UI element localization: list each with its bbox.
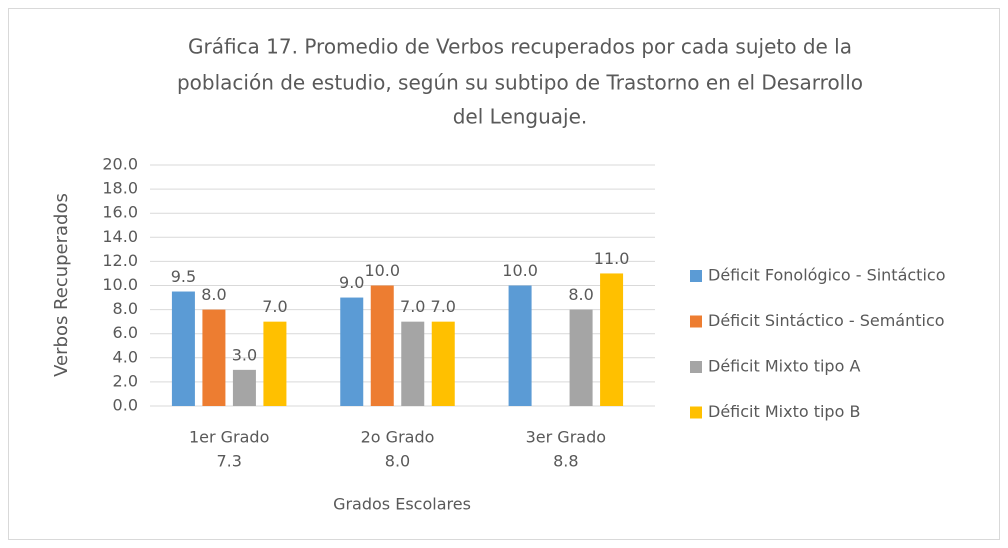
y-tick-label: 0.0 <box>113 396 138 415</box>
data-label: 7.0 <box>400 297 425 316</box>
data-label: 10.0 <box>502 261 538 280</box>
legend-swatch <box>690 315 702 328</box>
x-tick-label: 3er Grado <box>526 428 606 447</box>
bar <box>171 291 195 406</box>
bar <box>232 369 256 406</box>
legend-label: Déficit Mixto tipo B <box>708 402 860 421</box>
bar <box>370 285 394 406</box>
data-label: 9.0 <box>339 273 364 292</box>
data-label: 10.0 <box>364 261 400 280</box>
legend-label: Déficit Fonológico - Sintáctico <box>708 266 945 285</box>
bar <box>340 297 364 406</box>
y-axis-title: Verbos Recuperados <box>51 193 72 377</box>
legend-swatch <box>690 406 702 419</box>
y-tick-label: 12.0 <box>102 251 138 270</box>
bar <box>508 285 532 406</box>
y-tick-label: 14.0 <box>102 227 138 246</box>
legend-label: Déficit Mixto tipo A <box>708 357 860 376</box>
x-tick-label: 1er Grado <box>189 428 269 447</box>
data-label: 9.5 <box>171 267 196 286</box>
chart-title: Gráfica 17. Promedio de Verbos recuperad… <box>188 35 852 59</box>
bar <box>401 321 425 406</box>
x-tick-label: 7.3 <box>216 452 241 471</box>
y-tick-label: 6.0 <box>113 323 138 342</box>
data-label: 3.0 <box>232 345 257 364</box>
bar <box>202 309 226 406</box>
x-tick-label: 8.8 <box>553 452 578 471</box>
bar <box>600 273 624 406</box>
y-tick-label: 4.0 <box>113 347 138 366</box>
x-tick-label: 2o Grado <box>361 428 435 447</box>
legend-swatch <box>690 270 702 282</box>
chart-title: del Lenguaje. <box>453 105 588 129</box>
y-tick-label: 18.0 <box>102 179 138 198</box>
bar <box>569 309 593 406</box>
chart-border <box>8 8 1000 540</box>
legend-label: Déficit Sintáctico - Semántico <box>708 311 945 330</box>
y-tick-label: 8.0 <box>113 299 138 318</box>
legend-swatch <box>690 361 702 373</box>
chart-title: población de estudio, según su subtipo d… <box>177 71 863 95</box>
data-label: 7.0 <box>262 297 287 316</box>
y-tick-label: 16.0 <box>102 203 138 222</box>
y-tick-label: 20.0 <box>102 155 138 174</box>
x-axis-title: Grados Escolares <box>333 495 471 514</box>
bar <box>431 321 455 406</box>
data-label: 7.0 <box>431 297 456 316</box>
data-label: 8.0 <box>201 285 226 304</box>
y-tick-label: 10.0 <box>102 275 138 294</box>
data-label: 11.0 <box>594 249 630 268</box>
y-tick-label: 2.0 <box>113 371 138 390</box>
data-label: 8.0 <box>568 285 593 304</box>
bar <box>263 321 287 406</box>
x-tick-label: 8.0 <box>385 452 410 471</box>
